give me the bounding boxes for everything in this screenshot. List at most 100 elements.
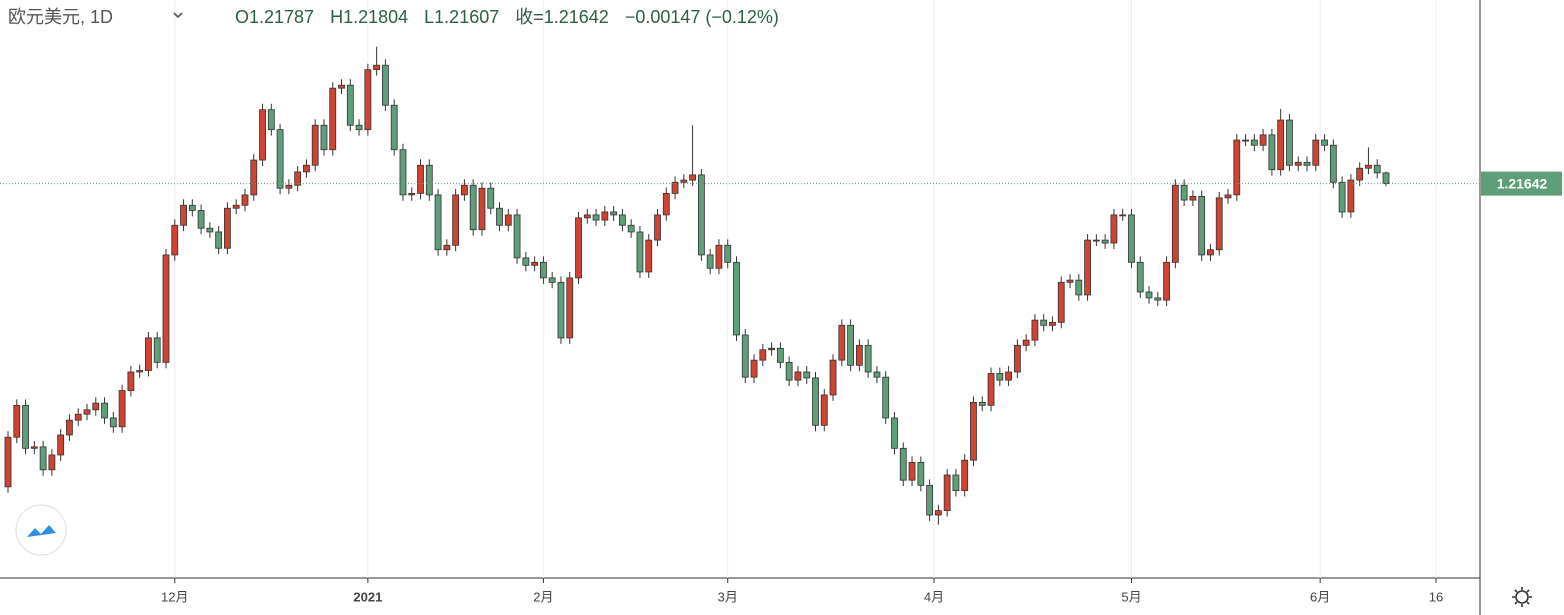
candle-body [496, 207, 503, 226]
candle-body [390, 104, 398, 151]
candle-body [303, 164, 310, 173]
candle-body [180, 204, 187, 226]
symbol-title[interactable]: 欧元美元, 1D [8, 7, 113, 27]
grid [174, 0, 1437, 583]
candle-body [1382, 172, 1390, 185]
ohlc-legend: O1.21787 H1.21804 L1.21607 收=1.21642 −0.0014… [235, 7, 779, 27]
candle-body [654, 214, 661, 241]
candle-body [1136, 261, 1144, 293]
legend-item: O1.21787 [235, 7, 314, 27]
candle-body [557, 281, 565, 339]
candle-body [785, 361, 793, 381]
candle-body [1250, 139, 1258, 146]
candle-body [487, 187, 495, 209]
candle-body [636, 231, 644, 273]
candle-body [469, 184, 477, 231]
candle-body [1180, 184, 1188, 201]
candle-body [1066, 279, 1074, 283]
candle-body [1224, 194, 1232, 199]
logo-circle[interactable] [15, 504, 67, 556]
last-price-box [1481, 171, 1562, 196]
candle-body [961, 459, 969, 491]
candle-body [548, 277, 556, 283]
x-tick-label: 2021 [353, 589, 382, 604]
candle-body [39, 446, 47, 471]
candle-body [1294, 161, 1302, 166]
candle-body [680, 179, 688, 183]
candle-body [1198, 195, 1206, 256]
candle-body [1189, 195, 1197, 201]
candle-body [820, 394, 828, 426]
candle-body [1005, 371, 1012, 381]
x-tick-label: 5月 [1121, 589, 1141, 604]
candle-body [583, 214, 591, 219]
candle-body [768, 347, 776, 351]
x-tick-label: 6月 [1310, 589, 1330, 604]
candle-body [724, 244, 732, 263]
candle-body [22, 404, 29, 449]
candle-body [1268, 134, 1276, 171]
candle-body [320, 124, 328, 151]
candle-body [1242, 139, 1249, 142]
candle-body [1312, 139, 1320, 166]
candle-body [1303, 161, 1311, 166]
candle-body [364, 69, 372, 131]
x-tick-label: 16 [1429, 589, 1443, 604]
candles [4, 46, 1390, 525]
candle-body [1321, 139, 1328, 146]
candle-body [592, 214, 600, 221]
candle-body [83, 409, 91, 415]
candle-body [425, 164, 433, 196]
candle-body [109, 417, 117, 428]
candle-body [1128, 214, 1135, 263]
candle-body [750, 359, 758, 378]
candle-body [575, 217, 582, 279]
interval-chevron[interactable] [173, 12, 183, 19]
candle-body [1031, 319, 1039, 341]
candle-body [1049, 321, 1056, 326]
candle-body [232, 204, 240, 209]
x-tick-label: 4月 [924, 589, 944, 604]
candle-body [311, 124, 319, 166]
gear-icon[interactable] [1515, 590, 1529, 604]
candle-body [57, 434, 65, 456]
candle-body [943, 474, 951, 511]
candle-body [4, 436, 12, 488]
candle-body [162, 254, 170, 363]
logo-shape [27, 525, 56, 537]
candle-body [1022, 339, 1030, 346]
candle-body [513, 214, 521, 259]
candle-body [882, 376, 890, 419]
candle-body [443, 244, 451, 251]
x-tick-label: 2月 [533, 589, 553, 604]
candle-body [522, 257, 530, 266]
candle-body [908, 461, 916, 481]
candle-body [355, 124, 363, 131]
candle-body [1215, 197, 1223, 251]
last-price-label: 1.21642 [1497, 175, 1548, 191]
candle-body [30, 446, 38, 449]
logo[interactable] [15, 504, 67, 556]
candle-body [776, 347, 784, 363]
candle-body [803, 371, 811, 379]
candle-body [917, 461, 925, 486]
candle-body [215, 231, 223, 249]
candle-body [382, 64, 389, 106]
candle-body [1277, 119, 1285, 171]
candle-body [285, 184, 293, 189]
candle-body [224, 207, 231, 249]
candle-body [855, 344, 863, 366]
candle-body [715, 244, 723, 269]
candle-body [136, 370, 144, 373]
legend-item: −0.00147 (−0.12%) [625, 7, 779, 27]
candle-body [706, 254, 714, 269]
legend-item: 收=1.21642 [515, 7, 609, 27]
candle-body [74, 413, 82, 421]
candle-body [294, 171, 302, 186]
candle-body [171, 224, 179, 256]
settings-gear[interactable] [1512, 587, 1532, 607]
candle-body [250, 159, 258, 196]
candle-body [1286, 119, 1293, 166]
candle-body [66, 419, 73, 436]
candle-body [1154, 297, 1162, 301]
